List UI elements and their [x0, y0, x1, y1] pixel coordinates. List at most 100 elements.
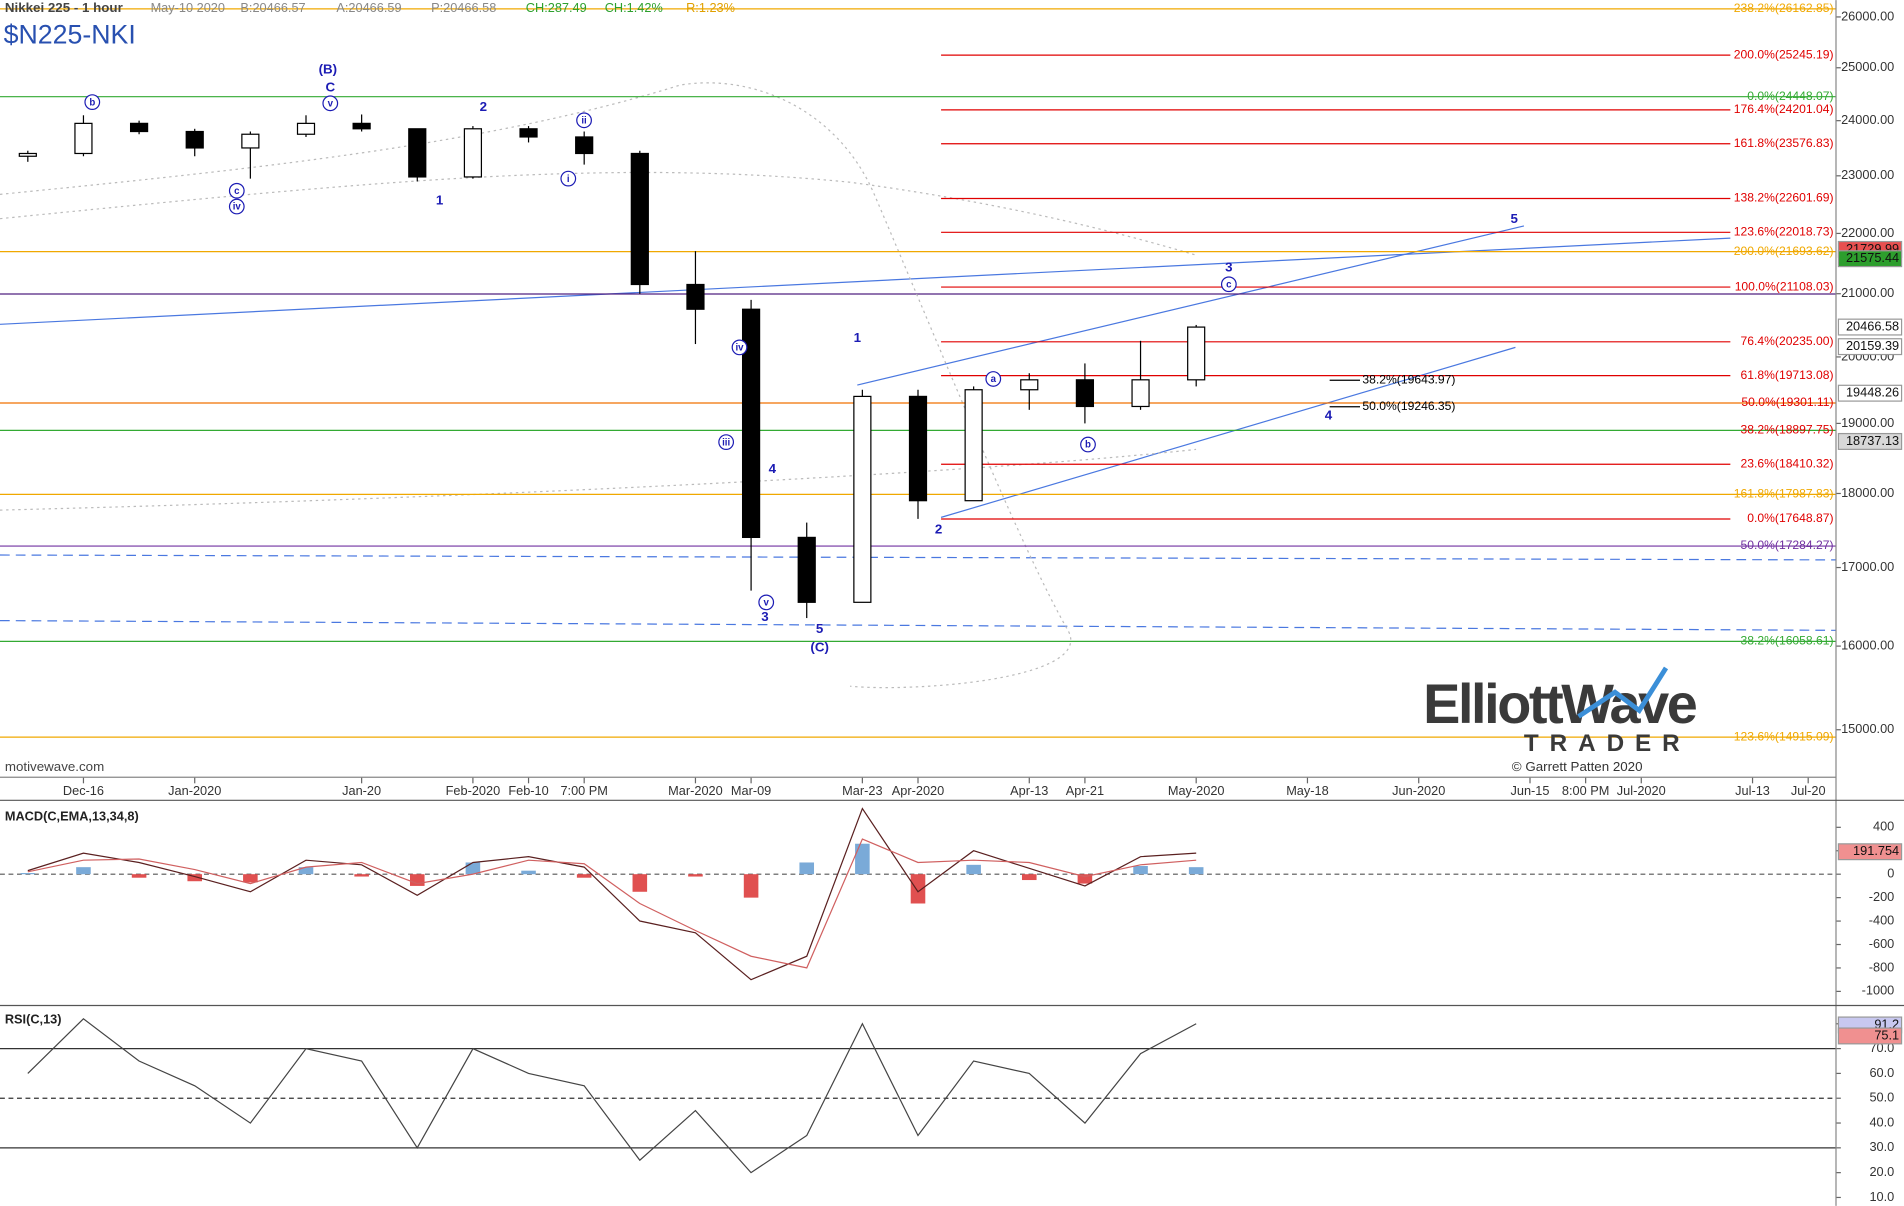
trend-line [0, 554, 1837, 561]
wave-label: a [991, 374, 997, 385]
wave-circle [228, 182, 245, 199]
logo-sub: TRADER [1524, 730, 1691, 757]
level-label: 176.4%(24201.04) [1734, 102, 1834, 116]
wave-circle [84, 94, 101, 110]
histogram-bar [243, 874, 258, 883]
histogram-bar [409, 874, 425, 886]
header-price: P:20466.58 [431, 0, 496, 15]
wave-label: (C) [810, 639, 829, 654]
wave-label: iii [722, 437, 730, 448]
wave-label: 4 [769, 461, 777, 476]
wave-label: 1 [436, 193, 444, 208]
trend-lines [0, 225, 1837, 631]
y-tick-label: 26000.00 [1841, 8, 1894, 23]
x-tick-label: 8:00 PM [1562, 783, 1609, 798]
x-tick-label: Apr-2020 [892, 783, 944, 798]
value-badge [1837, 432, 1903, 450]
ticker: $N225-NKI [4, 20, 136, 50]
wave-label: v [328, 98, 334, 109]
level-label: 123.6%(22018.73) [1734, 225, 1834, 239]
value-badge [1837, 843, 1903, 861]
histogram-bar [855, 843, 870, 875]
histogram-bar [76, 867, 91, 875]
histogram-bar [966, 864, 981, 875]
level-label: 50.0%(17284.27) [1741, 538, 1834, 552]
logo: ElliottWave [1423, 672, 1697, 735]
wave-label: c [1226, 279, 1232, 290]
y-tick-label: 16000.00 [1841, 637, 1894, 652]
value-badge-label: 19448.26 [1846, 385, 1899, 400]
histogram-bar [20, 873, 36, 875]
macd-line [27, 807, 1197, 981]
histogram-bar [688, 874, 703, 877]
value-badge [1837, 250, 1903, 268]
wave-label: b [89, 97, 95, 108]
bands [0, 82, 1197, 689]
histogram-bar [910, 874, 926, 904]
histogram-bar [298, 867, 314, 875]
candle-body [463, 128, 483, 178]
wave-label: 1 [854, 330, 862, 345]
y-tick-label: -800 [1869, 959, 1895, 974]
value-badge-label: 75.1 [1874, 1027, 1899, 1042]
wave-label: 5 [1511, 211, 1519, 226]
x-tick-label: Jul-20 [1791, 783, 1826, 798]
wave-label: v [764, 598, 770, 609]
histogram-bar [799, 862, 815, 875]
header-ask: A:20466.59 [336, 0, 401, 15]
y-tick-label: 0 [1887, 866, 1894, 881]
wave-label: 4 [1325, 408, 1333, 423]
retracement-label: 38.2%(19643.97) [1362, 372, 1455, 386]
x-tick-label: Mar-09 [731, 783, 771, 798]
wave-label: 2 [480, 99, 487, 114]
y-tick-label: 40.0 [1869, 1114, 1894, 1129]
candle-body [296, 122, 316, 135]
value-badge-label: 191.754 [1853, 843, 1899, 858]
y-tick-label: 25000.00 [1841, 59, 1894, 74]
wave-label: C [325, 80, 335, 95]
histogram-bar [1188, 867, 1204, 875]
wave-label: c [234, 186, 240, 197]
wave-circle [985, 371, 1002, 387]
wave-circle [576, 112, 592, 129]
level-label: 200.0%(25245.19) [1734, 47, 1834, 61]
value-badge-label: 21575.44 [1846, 250, 1899, 265]
y-tick-label: -1000 [1862, 983, 1895, 998]
candle-body [1020, 379, 1039, 391]
value-badge-label: 18737.13 [1846, 433, 1899, 448]
level-label: 0.0%(17648.87) [1747, 511, 1833, 525]
candle-body [908, 395, 928, 502]
y-tick-label: -200 [1869, 889, 1895, 904]
candle-body [741, 308, 761, 539]
level-label: 238.2%(26162.85) [1734, 1, 1834, 15]
y-tick-label: 24000.00 [1841, 112, 1894, 127]
wave-circle [758, 594, 775, 611]
x-tick-label: Jul-2020 [1617, 783, 1666, 798]
wave-circle [322, 95, 339, 112]
wave-circle [1080, 436, 1096, 453]
value-badge [1837, 384, 1903, 402]
wave-label: 2 [935, 522, 942, 537]
wave-label: (B) [319, 61, 338, 76]
histogram-bar [1021, 874, 1037, 881]
histogram-bar [576, 874, 592, 878]
y-tick-label: 21000.00 [1841, 285, 1894, 300]
value-badge [1837, 1027, 1903, 1045]
histogram-bar [1133, 865, 1148, 875]
y-tick-label: 19000.00 [1841, 415, 1894, 430]
candle-body [129, 122, 149, 133]
level-label: 123.6%(14915.09) [1734, 729, 1834, 743]
wave-label: 5 [816, 621, 824, 636]
y-tick-label: 30.0 [1869, 1139, 1894, 1154]
x-tick-label: Jun-15 [1511, 783, 1550, 798]
candle-body [1075, 379, 1095, 408]
level-label: 200.0%(21693.62) [1734, 244, 1834, 258]
panel-title: MACD(C,EMA,13,34,8) [5, 809, 139, 824]
header-date: May-10 2020 [151, 0, 225, 15]
candle-body [408, 128, 427, 178]
x-tick-label: Feb-2020 [446, 783, 501, 798]
wave-label: iv [735, 343, 744, 354]
x-tick-label: Jul-13 [1735, 783, 1770, 798]
